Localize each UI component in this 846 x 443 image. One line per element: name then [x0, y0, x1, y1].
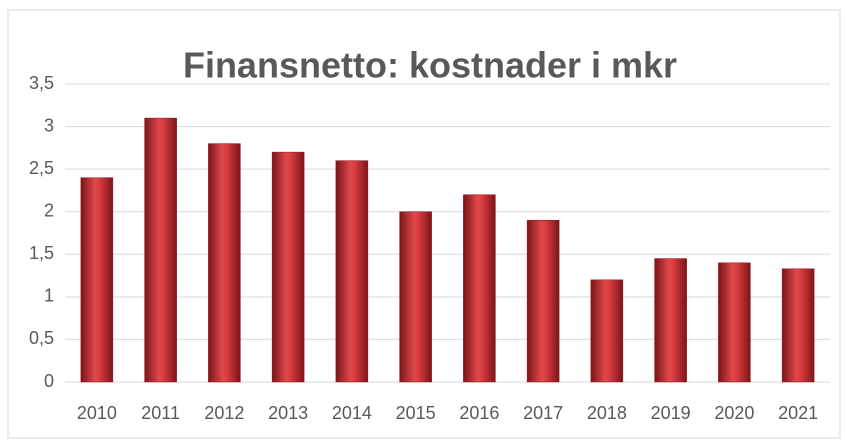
bar	[463, 194, 496, 383]
x-tick-label: 2019	[651, 403, 691, 423]
y-tick-label: 2,5	[29, 158, 54, 178]
bar	[335, 160, 369, 383]
bar	[399, 211, 432, 383]
x-tick-label: 2020	[714, 403, 754, 423]
x-tick-label: 2021	[778, 403, 818, 423]
y-tick-label: 0	[44, 371, 54, 391]
x-tick-label: 2018	[587, 403, 627, 423]
y-tick-label: 2	[44, 200, 54, 220]
bar	[781, 268, 815, 383]
x-tick-label: 2010	[77, 403, 117, 423]
x-tick-label: 2014	[332, 403, 372, 423]
x-tick-label: 2013	[268, 403, 308, 423]
y-tick-label: 1	[44, 286, 54, 306]
x-tick-label: 2017	[523, 403, 563, 423]
bar	[80, 177, 114, 383]
bar	[526, 219, 560, 383]
y-tick-label: 3,5	[29, 73, 54, 93]
x-tick-label: 2011	[141, 403, 180, 423]
y-tick-label: 0,5	[29, 328, 54, 348]
x-tick-label: 2016	[459, 403, 499, 423]
bar	[718, 262, 751, 383]
x-tick-label: 2012	[204, 403, 244, 423]
bar	[208, 143, 241, 383]
x-tick-label: 2015	[396, 403, 436, 423]
bar	[271, 151, 305, 383]
bar	[590, 279, 624, 383]
y-tick-label: 1,5	[29, 243, 54, 263]
bar	[654, 258, 687, 383]
y-tick-label: 3	[44, 115, 54, 135]
chart-title: Finansnetto: kostnader i mkr	[183, 45, 677, 86]
bar	[144, 117, 177, 383]
